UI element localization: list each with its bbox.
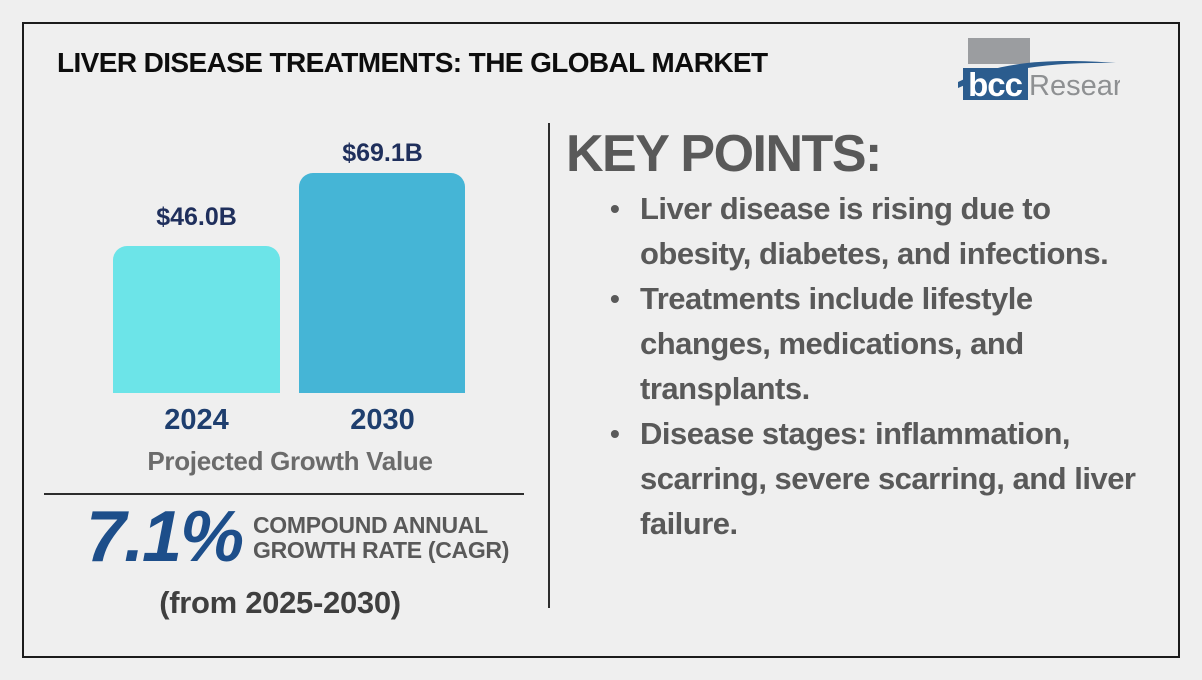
page-title: LIVER DISEASE TREATMENTS: THE GLOBAL MAR…: [57, 47, 768, 78]
key-points-heading: KEY POINTS:: [566, 125, 882, 183]
bullet-icon: •: [610, 193, 620, 224]
key-point-text: Liver disease is rising due to obesity, …: [640, 191, 1109, 271]
key-point-item: • Treatments include lifestyle changes, m…: [604, 276, 1155, 411]
chart-title: Projected Growth Value: [147, 446, 433, 476]
key-points-list: • Liver disease is rising due to obesity,…: [604, 186, 1156, 546]
logo-bcc-text: bcc: [968, 66, 1023, 102]
logo-gray-block: [968, 38, 1030, 64]
bcc-research-logo: bcc Research: [958, 38, 1120, 102]
cagr-period: (from 2025-2030): [159, 585, 401, 620]
cagr-label-line1: COMPOUND ANNUAL: [253, 512, 488, 538]
key-point-text: Disease stages: inflammation, scarring, …: [640, 416, 1136, 541]
logo-swoosh: [958, 61, 1116, 88]
cagr-label: COMPOUND ANNUAL GROWTH RATE (CAGR): [253, 513, 509, 563]
bar-year-2024: 2024: [164, 404, 229, 436]
bar-2024: [113, 246, 280, 393]
cagr-value: 7.1%: [86, 497, 244, 577]
key-point-item: • Disease stages: inflammation, scarring,…: [604, 411, 1155, 546]
bar-2030: [299, 173, 465, 393]
key-point-item: • Liver disease is rising due to obesity,…: [604, 186, 1155, 276]
key-point-text: Treatments include lifestyle changes, me…: [640, 281, 1033, 406]
bullet-icon: •: [610, 418, 620, 449]
horizontal-divider: [44, 493, 524, 495]
bar-value-2030: $69.1B: [342, 139, 423, 167]
bar-value-2024: $46.0B: [156, 203, 237, 231]
bar-year-2030: 2030: [350, 404, 415, 436]
cagr-label-line2: GROWTH RATE (CAGR): [253, 537, 510, 563]
logo-research-text: Research: [1029, 70, 1120, 102]
bullet-icon: •: [610, 283, 620, 314]
vertical-divider: [548, 123, 550, 608]
